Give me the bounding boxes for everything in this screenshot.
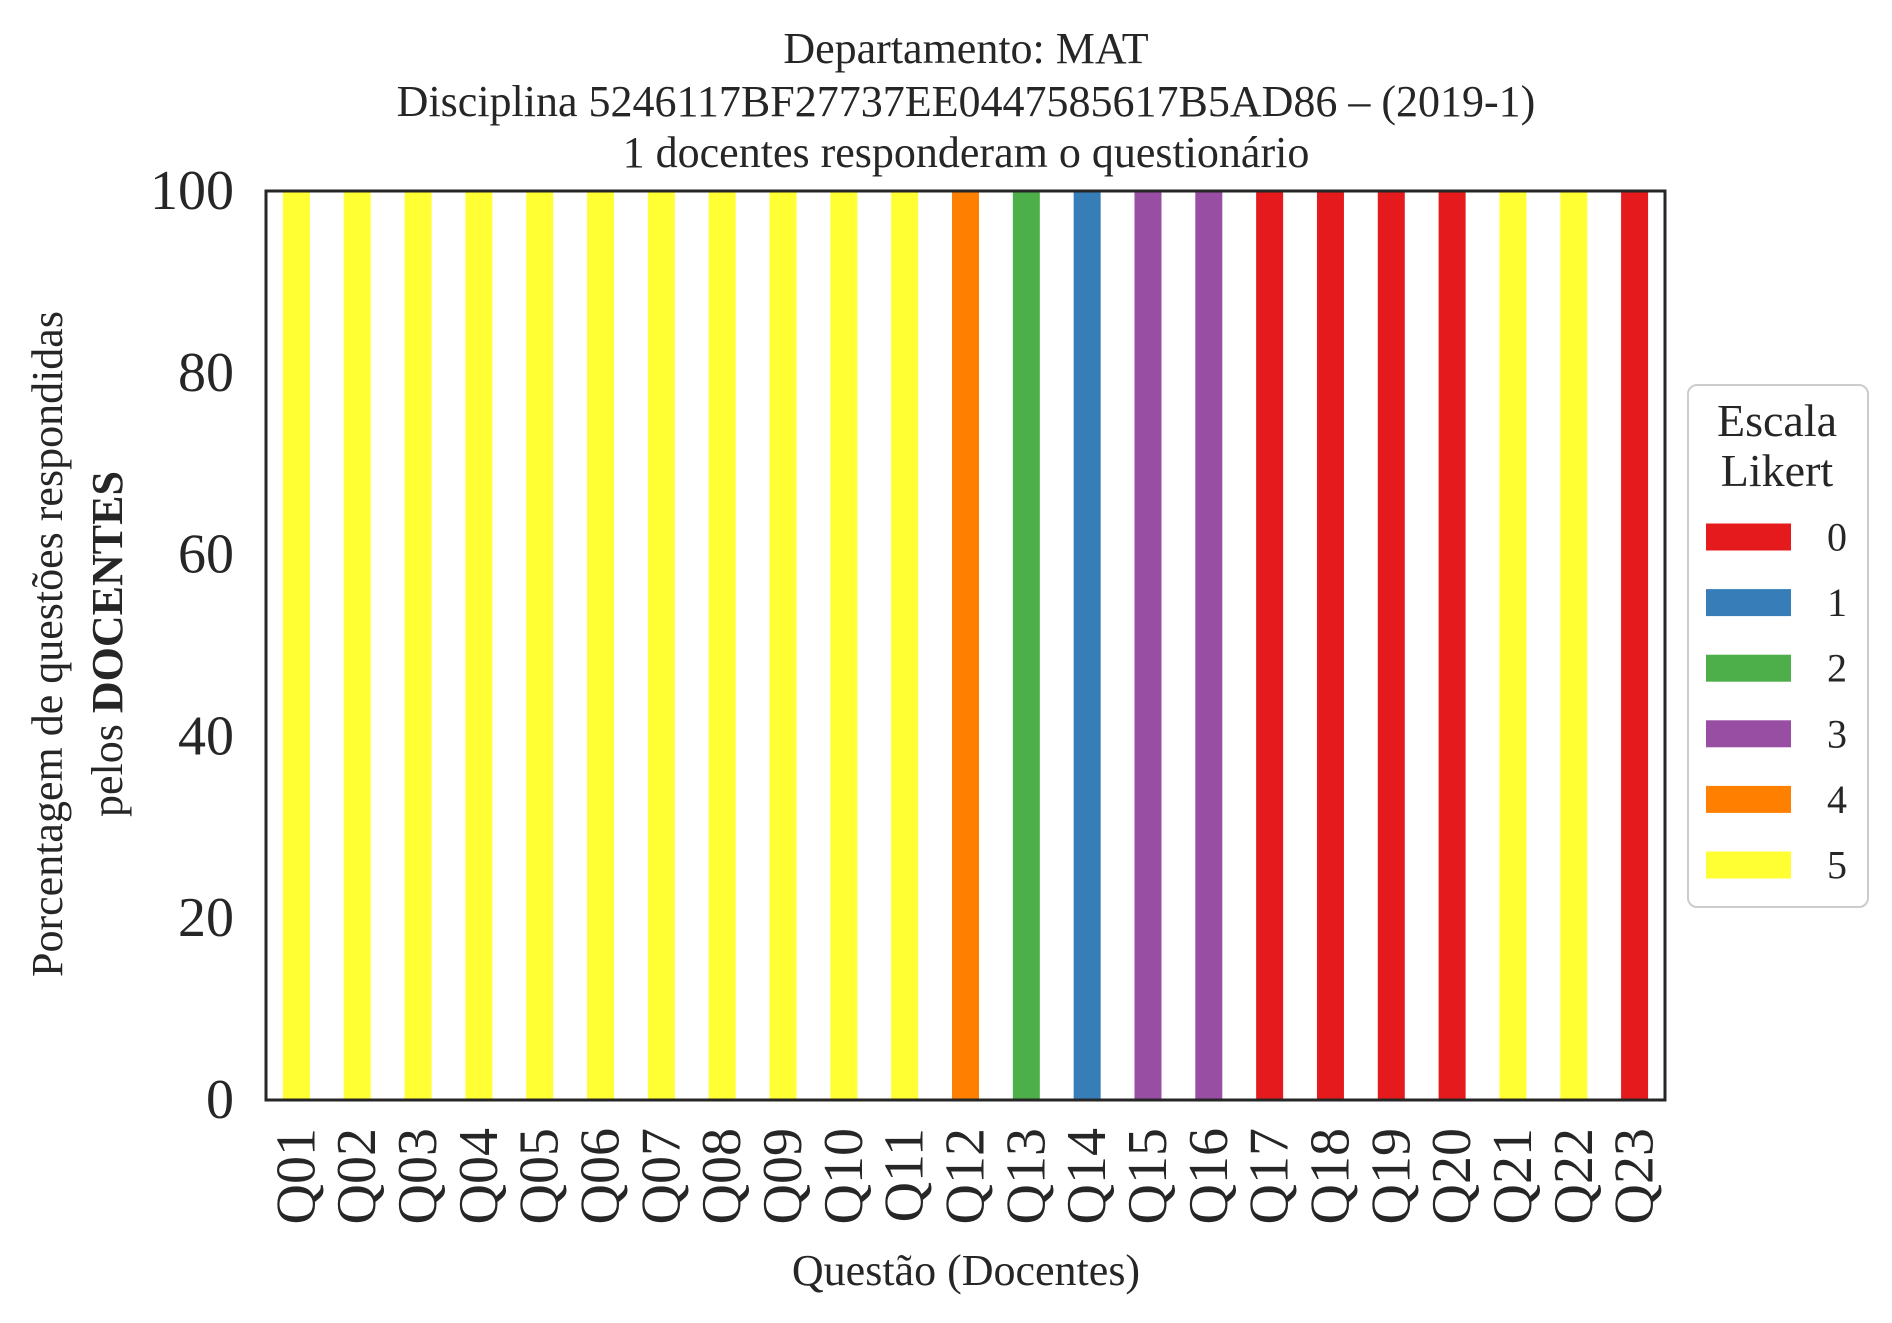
bar-Q06-likert-5 xyxy=(587,191,615,1100)
bar-Q19-likert-0 xyxy=(1377,191,1405,1100)
legend-entries: 0 1 2 3 4 5 xyxy=(1706,515,1847,888)
bar-Q14-likert-1 xyxy=(1073,191,1101,1100)
bar-Q04-likert-5 xyxy=(465,191,493,1100)
bar-Q03-likert-5 xyxy=(404,191,432,1100)
x-tick-label: Q05 xyxy=(509,1128,571,1224)
x-tick-label: Q13 xyxy=(995,1128,1057,1224)
legend-label-4: 4 xyxy=(1827,777,1847,822)
bar-Q17-likert-0 xyxy=(1256,191,1284,1100)
bar-Q08-likert-5 xyxy=(708,191,736,1100)
bar-Q23-likert-0 xyxy=(1621,191,1649,1100)
legend-swatch-2 xyxy=(1706,654,1791,682)
legend-label-5: 5 xyxy=(1827,843,1847,888)
chart-title-line-2: Disciplina 5246117BF27737EE0447585617B5A… xyxy=(397,77,1536,126)
bar-Q16-likert-3 xyxy=(1195,191,1223,1100)
bar-Q15-likert-3 xyxy=(1134,191,1162,1100)
legend-swatch-4 xyxy=(1706,785,1791,813)
x-tick-label: Q16 xyxy=(1178,1128,1240,1224)
bar-Q12-likert-4 xyxy=(952,191,979,1100)
x-tick-label: Q18 xyxy=(1299,1128,1361,1224)
legend-label-1: 1 xyxy=(1827,580,1847,625)
bars-group xyxy=(282,191,1649,1100)
x-tick-label: Q14 xyxy=(1056,1128,1118,1224)
bar-Q09-likert-5 xyxy=(769,191,797,1100)
x-tick-label: Q21 xyxy=(1482,1128,1544,1224)
y-tick-label: 60 xyxy=(178,524,234,586)
chart-title: Departamento: MAT Disciplina 5246117BF27… xyxy=(397,24,1536,177)
legend-title-line-1: Escala xyxy=(1717,395,1837,446)
legend-swatch-1 xyxy=(1706,589,1791,617)
legend-entry-1: 1 xyxy=(1706,580,1847,625)
legend: Escala Likert 0 1 2 3 4 5 xyxy=(1687,384,1869,908)
y-tick-label: 20 xyxy=(178,887,234,949)
x-tick-label: Q17 xyxy=(1239,1128,1301,1224)
legend-swatch-3 xyxy=(1706,720,1791,748)
y-axis-label: Porcentagem de questões respondidas pelo… xyxy=(23,311,132,977)
legend-box xyxy=(1687,384,1869,908)
legend-label-0: 0 xyxy=(1827,515,1847,560)
y-tick-label: 0 xyxy=(206,1069,234,1131)
x-tick-label: Q22 xyxy=(1543,1128,1605,1224)
bar-Q18-likert-0 xyxy=(1316,191,1344,1100)
legend-swatch-5 xyxy=(1706,851,1791,879)
bar-Q21-likert-5 xyxy=(1499,191,1527,1100)
bar-Q22-likert-5 xyxy=(1560,191,1588,1100)
y-axis-label-line-1: Porcentagem de questões respondidas xyxy=(23,311,72,977)
y-tick-label: 40 xyxy=(178,705,234,767)
x-tick-label: Q23 xyxy=(1604,1128,1666,1224)
bar-Q13-likert-2 xyxy=(1012,191,1040,1100)
x-tick-label: Q02 xyxy=(326,1128,388,1224)
x-tick-label: Q06 xyxy=(570,1128,632,1224)
x-tick-label: Q08 xyxy=(691,1128,753,1224)
legend-entry-3: 3 xyxy=(1706,711,1847,756)
y-tick-label: 80 xyxy=(178,342,234,404)
chart-title-line-3: 1 docentes responderam o questionário xyxy=(623,128,1310,177)
y-tick-labels: 0 20 40 60 80 100 xyxy=(150,160,234,1131)
x-tick-label: Q03 xyxy=(387,1128,449,1224)
legend-entry-4: 4 xyxy=(1706,777,1847,822)
legend-title-line-2: Likert xyxy=(1721,445,1834,496)
legend-label-3: 3 xyxy=(1827,711,1847,756)
x-axis-label: Questão (Docentes) xyxy=(792,1246,1140,1295)
y-tick-label: 100 xyxy=(150,160,234,222)
x-tick-label: Q09 xyxy=(752,1128,814,1224)
x-tick-label: Q15 xyxy=(1117,1128,1179,1224)
chart-title-line-1: Departamento: MAT xyxy=(783,24,1148,73)
bar-Q20-likert-0 xyxy=(1438,191,1466,1100)
plot-frame xyxy=(264,189,1667,1102)
legend-swatch-0 xyxy=(1706,523,1791,551)
legend-entry-5: 5 xyxy=(1706,843,1847,888)
x-tick-label: Q07 xyxy=(630,1128,692,1224)
x-tick-label: Q12 xyxy=(935,1128,997,1224)
bar-Q01-likert-5 xyxy=(282,191,310,1100)
x-tick-label: Q11 xyxy=(874,1128,936,1222)
y-axis-label-line-2: pelos DOCENTES xyxy=(83,471,132,817)
y-axis-label-bold: DOCENTES xyxy=(83,471,132,713)
bar-Q05-likert-5 xyxy=(526,191,554,1100)
x-tick-label: Q19 xyxy=(1360,1128,1422,1224)
legend-entry-2: 2 xyxy=(1706,646,1847,691)
y-axis-label-regular: pelos xyxy=(83,724,132,817)
x-tick-label: Q20 xyxy=(1421,1128,1483,1224)
x-tick-labels: Q01Q02Q03Q04Q05Q06Q07Q08Q09Q10Q11Q12Q13Q… xyxy=(265,1128,1665,1224)
legend-label-2: 2 xyxy=(1827,646,1847,691)
x-tick-label: Q01 xyxy=(265,1128,327,1224)
x-tick-label: Q04 xyxy=(448,1128,510,1224)
bar-Q10-likert-5 xyxy=(830,191,858,1100)
x-tick-label: Q10 xyxy=(813,1128,875,1224)
bar-Q07-likert-5 xyxy=(647,191,675,1100)
legend-entry-0: 0 xyxy=(1706,515,1847,560)
bar-Q02-likert-5 xyxy=(343,191,371,1100)
bar-Q11-likert-5 xyxy=(891,191,919,1100)
